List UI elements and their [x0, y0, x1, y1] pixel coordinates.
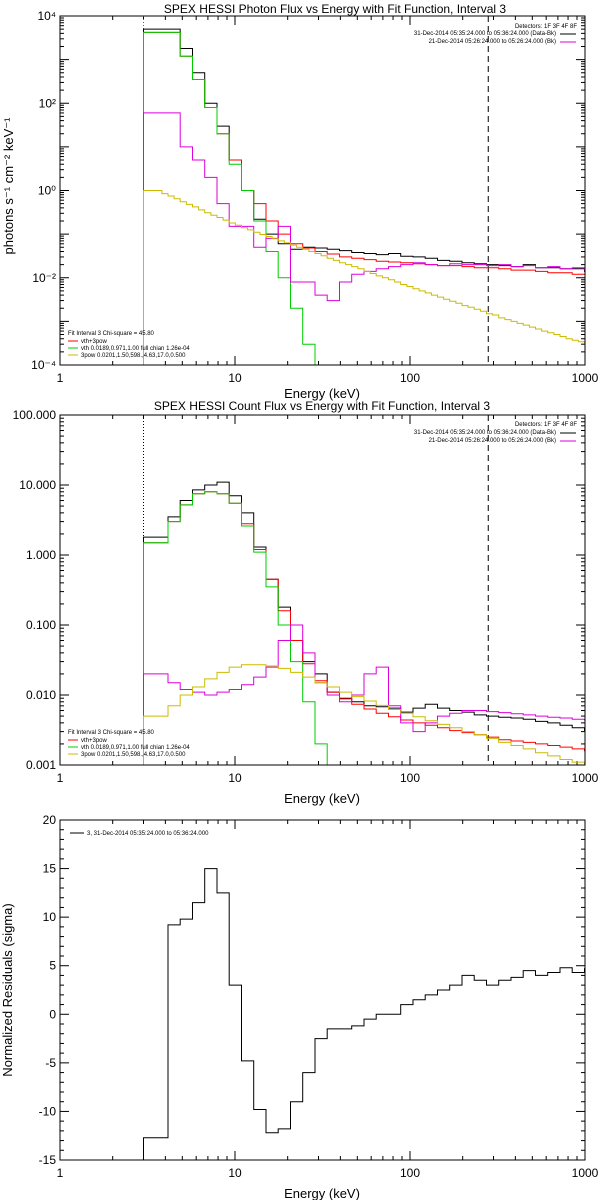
residuals-y-tick-label: 20	[43, 813, 57, 827]
photon-detectors-text: Detectors: 1F 3F 4F 8F	[515, 24, 577, 30]
photon-plot-frame: 1 10 100 1000 10⁻⁴ 10⁻² 10⁰ 10² 10⁴	[31, 9, 599, 385]
count-x-tick-label: 1000	[572, 771, 599, 785]
residuals-y-tick-label: 10	[43, 910, 57, 924]
residuals-y-tick-label: -15	[39, 1153, 57, 1167]
photon-x-tick-label: 1	[57, 371, 64, 385]
residuals-y-tick-label: 5	[49, 959, 56, 973]
photon-series-fit	[143, 31, 585, 365]
count-y-tick-label: 1.000	[26, 548, 56, 562]
count-x-tick-label: 10	[228, 771, 242, 785]
photon-series-data	[143, 28, 585, 365]
photon-x-axis-label: Energy (keV)	[284, 386, 360, 401]
photon-y-tick-label: 10⁻⁴	[31, 358, 56, 372]
photon-y-tick-label: 10⁰	[38, 184, 56, 198]
residuals-x-tick-label: 100	[400, 1166, 420, 1180]
count-3pow-params-text: 3pow 0.0201,1.50,598.,4.63,17.0,0.500	[81, 752, 186, 758]
photon-bk-interval-text: 21-Dec-2014 05:26:24.000 to 05:26:24.000…	[429, 39, 556, 45]
count-series-thin	[143, 664, 585, 765]
count-axes-frame	[59, 414, 586, 766]
count-y-tick-label: 0.010	[26, 688, 56, 702]
photon-flux-panel: SPEX HESSI Photon Flux vs Energy with Fi…	[1, 2, 599, 401]
residuals-x-tick-label: 1	[57, 1166, 64, 1180]
photon-series-thin	[143, 190, 585, 365]
photon-y-tick-label: 10⁴	[37, 9, 56, 23]
residuals-y-tick-label: 15	[43, 862, 57, 876]
count-flux-panel: SPEX HESSI Count Flux vs Energy with Fit…	[13, 399, 599, 806]
photon-axes-frame	[59, 15, 586, 366]
count-data-interval-text: 31-Dec-2014 05:35:24.000 to 05:36:24.000…	[414, 430, 556, 436]
photon-x-tick-label: 100	[400, 371, 420, 385]
count-series-data	[143, 481, 585, 765]
residuals-legend-text: 3, 31-Dec-2014 05:35:24.000 to 05:36:24.…	[87, 831, 209, 837]
photon-y-tick-label: 10⁻²	[32, 271, 56, 285]
count-y-tick-label: 0.100	[26, 618, 56, 632]
count-y-tick-label: 100.000	[13, 408, 57, 422]
photon-series-vth	[143, 31, 328, 365]
residuals-y-tick-label: -5	[45, 1056, 56, 1070]
count-bk-interval-text: 21-Dec-2014 05:26:24.000 to 05:26:24.000…	[429, 438, 556, 444]
residuals-y-tick-label: 0	[49, 1007, 56, 1021]
residuals-series-residuals	[143, 868, 585, 1160]
residuals-x-tick-label: 10	[228, 1166, 242, 1180]
count-y-tick-label: 0.001	[26, 758, 56, 772]
residuals-axes-frame	[59, 819, 586, 1161]
count-series-pow	[143, 624, 585, 765]
photon-y-tick-label: 10²	[39, 96, 56, 110]
photon-series-pow	[143, 112, 585, 365]
photon-x-tick-label: 1000	[572, 371, 599, 385]
count-x-tick-label: 100	[400, 771, 420, 785]
count-x-tick-label: 1	[57, 771, 64, 785]
photon-chart-title: SPEX HESSI Photon Flux vs Energy with Fi…	[164, 2, 506, 16]
photon-y-axis-label: photons s⁻¹ cm⁻² keV⁻¹	[1, 117, 16, 255]
count-chart-title: SPEX HESSI Count Flux vs Energy with Fit…	[154, 399, 490, 413]
photon-x-tick-label: 10	[228, 371, 242, 385]
photon-vth-params-text: vth 0.0189,0.971,1.00 full chian 1.26e-0…	[81, 346, 190, 352]
count-series-vth	[143, 491, 340, 765]
count-x-axis-label: Energy (keV)	[284, 791, 360, 806]
count-plot-frame: 1 10 100 1000 0.001 0.010 0.100 1.000 10.000 100.…	[13, 408, 599, 785]
photon-3pow-params-text: 3pow 0.0201,1.50,598.,4.63,17.0,0.500	[81, 353, 186, 359]
count-series-group	[143, 481, 585, 765]
count-series-fit	[143, 491, 585, 765]
photon-data-interval-text: 31-Dec-2014 05:35:24.000 to 05:36:24.000…	[414, 31, 556, 37]
residuals-y-axis-label: Normalized Residuals (sigma)	[0, 903, 15, 1076]
count-y-tick-label: 10.000	[19, 478, 56, 492]
residuals-x-axis-label: Energy (keV)	[284, 1186, 360, 1200]
photon-series-group	[143, 28, 585, 365]
count-detectors-text: Detectors: 1F 3F 4F 8F	[515, 422, 577, 428]
photon-fit-model-text: vth+3pow	[81, 339, 108, 345]
residuals-x-tick-label: 1000	[572, 1166, 599, 1180]
residuals-y-tick-label: -10	[39, 1104, 57, 1118]
count-fit-interval-text: Fit Interval 3 Chi-square = 45.80	[68, 730, 155, 736]
residuals-series-group	[143, 868, 585, 1160]
count-fit-model-text: vth+3pow	[81, 738, 108, 744]
photon-fit-interval-text: Fit Interval 3 Chi-square = 45.80	[68, 331, 155, 337]
count-vth-params-text: vth 0.0189,0.971,1.00 full chian 1.26e-0…	[81, 745, 190, 751]
residuals-plot-frame: 1 10 100 1000 -15 -10 -5 0 5 10 15 20	[39, 813, 599, 1180]
